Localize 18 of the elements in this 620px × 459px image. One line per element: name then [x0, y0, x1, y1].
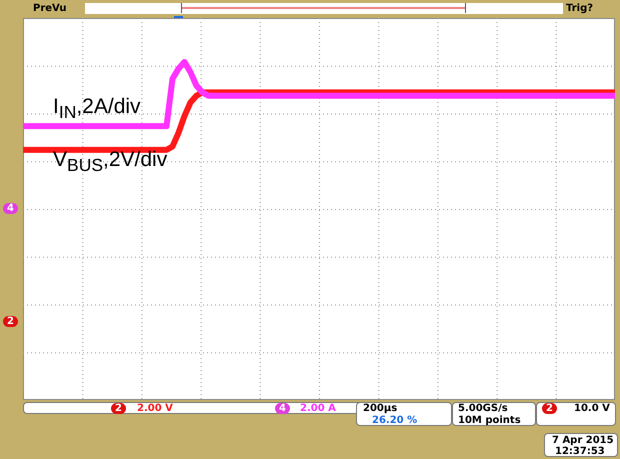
series-label: V$_{BUS}$,2V/div [53, 148, 168, 176]
text: 7 Apr 2015 [552, 435, 614, 446]
text: 12:37:53 [555, 446, 605, 458]
text: 200µs [363, 403, 398, 415]
text: 2 [3, 316, 18, 327]
text: 5.00GS/s [458, 403, 508, 415]
text: 2 [111, 403, 126, 414]
text: 2.00 V [137, 403, 173, 415]
text: 10.0 V [574, 403, 610, 415]
text: 4 [275, 403, 290, 414]
text: 4 [3, 203, 18, 214]
text: Trig? [566, 3, 594, 15]
text: 10M points [458, 415, 521, 427]
text: PreVu [33, 3, 67, 15]
text: 2.00 A [300, 403, 336, 415]
series-label: I$_{IN}$,2A/div [53, 95, 141, 124]
text: 26.20 % [372, 415, 418, 427]
text: 2 [542, 403, 557, 414]
